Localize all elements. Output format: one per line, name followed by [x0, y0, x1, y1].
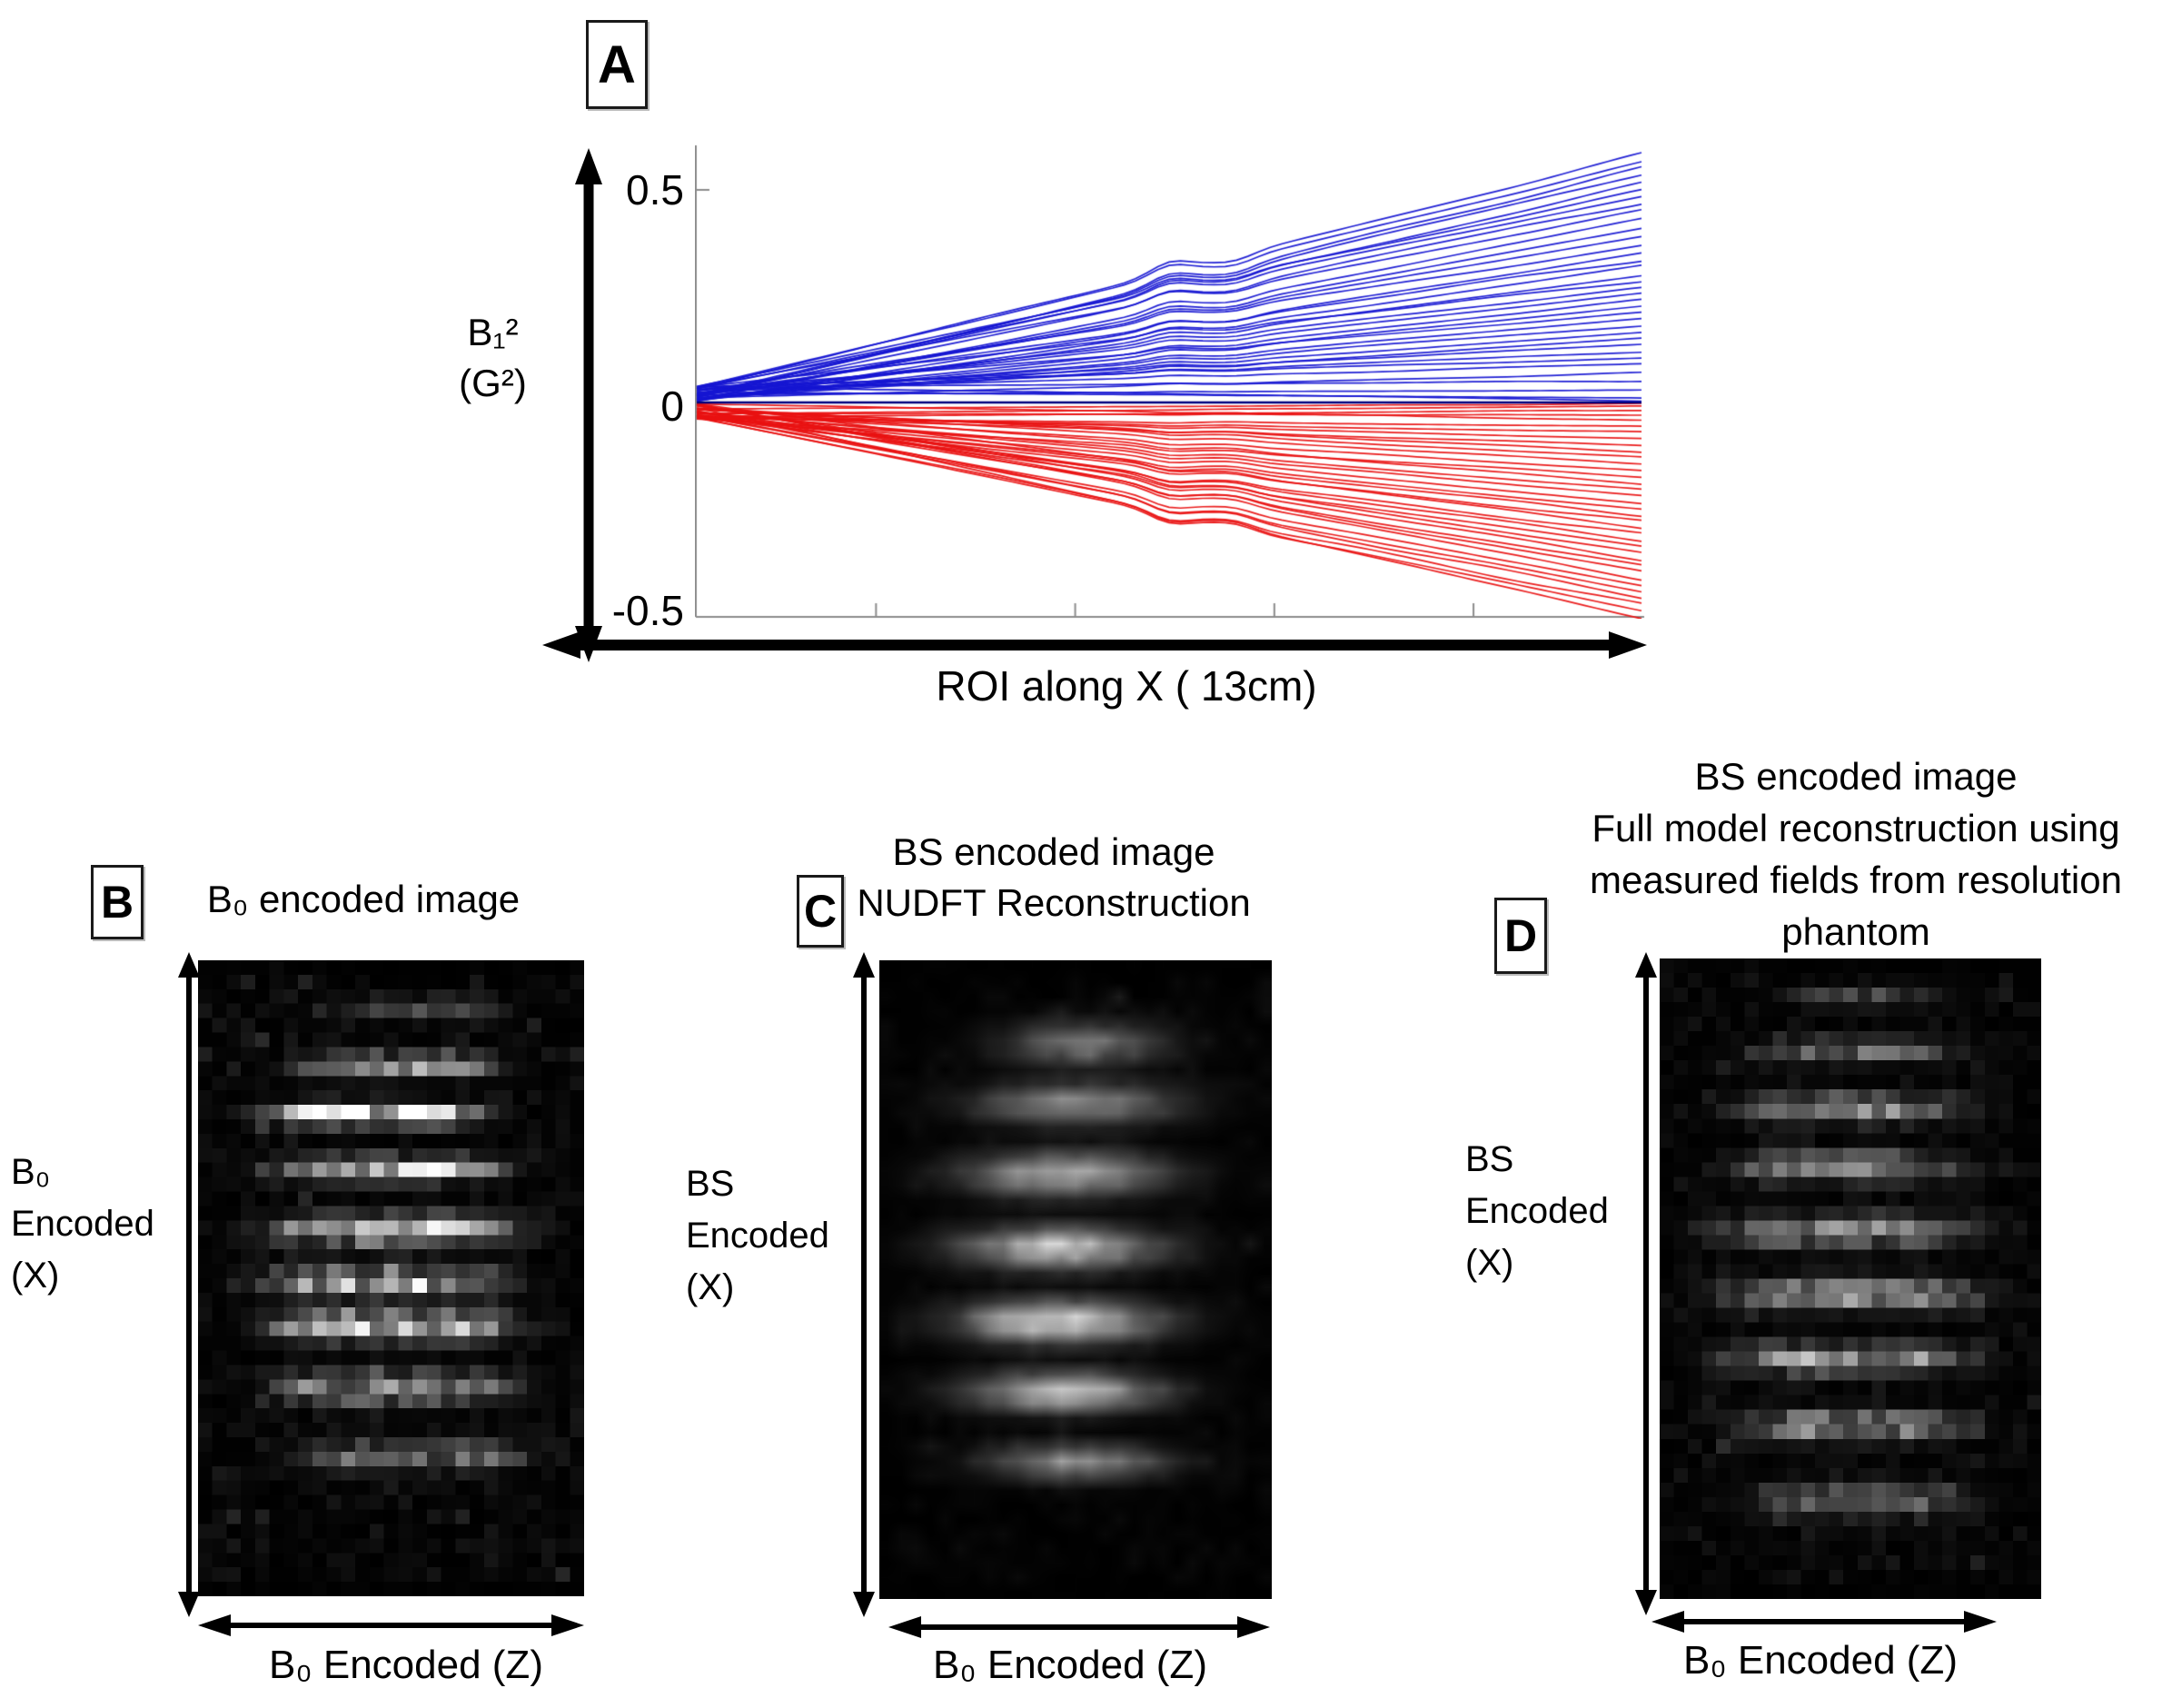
panel-c-x-axis-label: B₀ Encoded (Z)	[933, 1643, 1207, 1687]
panel-d-y-axis-label: BS Encoded (X)	[1465, 1134, 1609, 1289]
b0-encoded-image	[198, 960, 584, 1596]
panel-d-title-line2: Full model reconstruction using	[1592, 807, 2120, 849]
panel-b-label-box: B	[91, 865, 144, 939]
panel-d-title: BS encoded image Full model reconstructi…	[1590, 750, 2122, 958]
panel-b-ylabel-line2: Encoded	[11, 1204, 154, 1244]
panel-a-ytick-05: 0.5	[626, 166, 684, 214]
panel-c-ylabel-line3: (X)	[686, 1267, 735, 1307]
panel-c-y-axis-label: BS Encoded (X)	[686, 1158, 829, 1314]
panel-d-vertical-arrow-icon	[1635, 952, 1657, 1615]
panel-c-horizontal-arrow-icon	[888, 1616, 1270, 1638]
panel-c-title: BS encoded image NUDFT Reconstruction	[857, 827, 1250, 928]
panel-b-horizontal-arrow-icon	[198, 1614, 584, 1636]
b1-squared-profiles-chart	[695, 144, 1645, 619]
panel-d-horizontal-arrow-icon	[1651, 1611, 1997, 1633]
panel-c-vertical-arrow-icon	[853, 952, 875, 1617]
panel-b-x-axis-label: B₀ Encoded (Z)	[269, 1643, 543, 1687]
panel-d-ylabel-line2: Encoded	[1465, 1191, 1609, 1231]
panel-c-ylabel-line1: BS	[686, 1164, 735, 1204]
panel-d-label: D	[1503, 910, 1538, 961]
panel-a-label: A	[598, 35, 636, 94]
panel-d-title-line4: phantom	[1781, 910, 1930, 953]
panel-a-ytick-0: 0	[660, 382, 684, 430]
panel-a-ytick-neg05: -0.5	[611, 587, 684, 634]
panel-b-label: B	[100, 877, 134, 928]
panel-b-ylabel-line3: (X)	[11, 1256, 60, 1296]
panel-d-ylabel-line3: (X)	[1465, 1243, 1514, 1283]
panel-b-vertical-arrow-icon	[178, 952, 200, 1617]
panel-a-y-axis-label-line2: (G²)	[459, 362, 527, 404]
panel-c-ylabel-line2: Encoded	[686, 1216, 829, 1256]
panel-c-title-line1: BS encoded image	[892, 830, 1215, 873]
bs-encoded-nudft-image	[879, 960, 1272, 1599]
panel-a-y-axis-label-line1: B₁²	[467, 311, 519, 353]
panel-c-title-line2: NUDFT Reconstruction	[857, 881, 1251, 924]
panel-d-ylabel-line1: BS	[1465, 1139, 1514, 1179]
panel-a-y-axis-label: B₁² (G²)	[418, 307, 568, 409]
panel-d-title-line1: BS encoded image	[1694, 755, 2018, 798]
panel-b-ylabel-line1: B₀	[11, 1152, 51, 1192]
panel-a-x-axis-arrow-icon	[542, 631, 1647, 659]
panel-d-title-line3: measured fields from resolution	[1590, 859, 2122, 901]
panel-a-label-box: A	[586, 20, 648, 109]
panel-b-y-axis-label: B₀ Encoded (X)	[11, 1147, 154, 1302]
panel-d-label-box: D	[1494, 898, 1547, 974]
panel-b-title: B₀ encoded image	[206, 878, 521, 920]
panel-c-label-box: C	[797, 875, 844, 948]
panel-c-label: C	[803, 886, 838, 937]
panel-a-x-axis-label: ROI along X ( 13cm)	[936, 662, 1317, 710]
panel-d-x-axis-label: B₀ Encoded (Z)	[1683, 1638, 1958, 1683]
bs-encoded-full-model-image	[1660, 958, 2041, 1599]
